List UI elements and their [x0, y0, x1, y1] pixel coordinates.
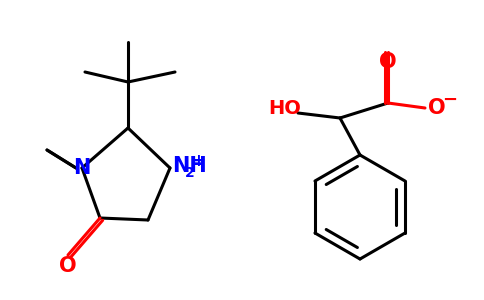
Text: +: +	[191, 152, 205, 170]
Text: −: −	[442, 91, 457, 109]
Text: O: O	[379, 52, 397, 72]
Text: 2: 2	[185, 166, 195, 180]
Text: N: N	[73, 158, 91, 178]
Text: O: O	[428, 98, 446, 118]
Text: NH: NH	[172, 156, 207, 176]
Text: HO: HO	[269, 98, 302, 118]
Text: O: O	[59, 256, 77, 276]
